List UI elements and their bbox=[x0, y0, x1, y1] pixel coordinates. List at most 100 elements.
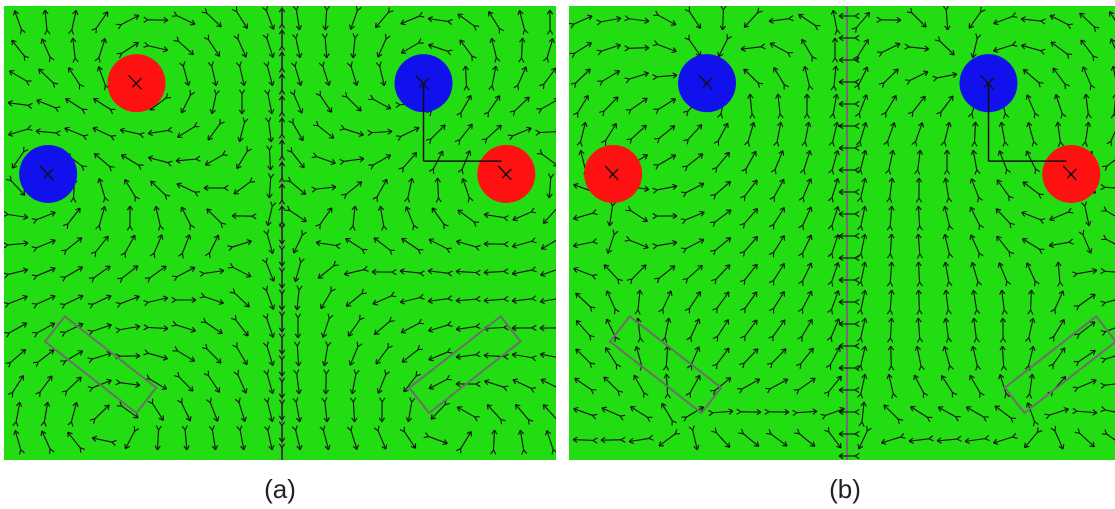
field-arrow bbox=[427, 15, 453, 26]
field-arrow bbox=[400, 11, 425, 26]
field-arrow bbox=[60, 266, 84, 282]
field-arrow bbox=[998, 374, 1011, 399]
divider-arrow bbox=[838, 188, 860, 196]
field-arrow bbox=[206, 397, 220, 422]
field-arrow bbox=[876, 42, 901, 57]
divider-arrow bbox=[278, 377, 286, 399]
field-arrow bbox=[488, 65, 499, 91]
field-arrow bbox=[915, 317, 924, 343]
field-arrow bbox=[540, 239, 556, 250]
divider-arrow bbox=[278, 267, 286, 289]
field-arrow bbox=[661, 402, 677, 426]
field-arrow bbox=[456, 406, 480, 422]
divider-arrow bbox=[278, 139, 286, 161]
field-arrow bbox=[798, 206, 813, 231]
field-arrow bbox=[878, 68, 899, 88]
field-arrow bbox=[688, 425, 700, 451]
field-arrow bbox=[943, 317, 953, 343]
divider-arrow bbox=[838, 210, 860, 218]
field-arrow bbox=[683, 124, 703, 145]
field-arrow bbox=[709, 209, 732, 227]
field-arrow bbox=[4, 210, 29, 221]
field-arrow bbox=[507, 126, 532, 141]
field-arrow bbox=[575, 348, 596, 368]
field-arrow bbox=[712, 347, 730, 370]
field-arrow bbox=[11, 146, 29, 169]
divider-arrow bbox=[838, 56, 860, 64]
field-arrow bbox=[797, 290, 813, 314]
field-arrow bbox=[372, 178, 388, 202]
field-arrow bbox=[997, 262, 1012, 287]
field-arrow bbox=[942, 261, 953, 287]
field-arrow bbox=[346, 425, 359, 450]
field-arrow bbox=[62, 207, 81, 229]
field-arrow bbox=[93, 98, 116, 115]
field-arrow bbox=[428, 321, 453, 333]
field-arrow bbox=[765, 378, 789, 394]
field-arrow bbox=[399, 426, 417, 449]
field-arrow bbox=[264, 89, 275, 115]
field-arrow bbox=[398, 151, 418, 173]
field-arrow bbox=[35, 375, 53, 398]
field-arrow bbox=[997, 150, 1011, 175]
field-arrow bbox=[207, 61, 219, 87]
field-arrow bbox=[684, 34, 702, 57]
field-arrow bbox=[1050, 425, 1065, 450]
field-arrow bbox=[829, 93, 840, 119]
divider-arrow bbox=[838, 342, 860, 350]
field-arrow bbox=[768, 263, 785, 286]
field-arrow bbox=[178, 234, 192, 259]
field-arrow bbox=[67, 431, 86, 453]
field-arrow bbox=[347, 314, 365, 337]
field-arrow bbox=[172, 266, 196, 282]
field-arrow bbox=[887, 345, 895, 371]
field-arrow bbox=[322, 369, 330, 395]
field-background bbox=[4, 6, 556, 460]
field-arrow bbox=[484, 379, 509, 392]
field-arrow bbox=[685, 374, 701, 398]
divider-arrow bbox=[278, 311, 286, 333]
field-arrow bbox=[8, 124, 33, 137]
field-arrow bbox=[401, 237, 424, 255]
field-arrow bbox=[1072, 378, 1097, 393]
field-arrow bbox=[350, 33, 359, 59]
field-arrow bbox=[570, 68, 591, 88]
field-arrow bbox=[574, 377, 597, 395]
caption-b: (b) bbox=[829, 474, 861, 504]
divider-arrow bbox=[278, 95, 286, 117]
field-arrow bbox=[907, 95, 926, 117]
field-arrow bbox=[261, 257, 276, 282]
field-arrow bbox=[993, 40, 1018, 53]
divider-arrow bbox=[278, 205, 286, 227]
field-arrow bbox=[684, 291, 702, 314]
field-arrow bbox=[294, 341, 302, 367]
field-arrow bbox=[943, 149, 951, 175]
field-arrow bbox=[915, 261, 923, 287]
field-arrow bbox=[569, 14, 593, 29]
field-arrow bbox=[744, 121, 756, 147]
field-arrow bbox=[911, 122, 925, 147]
field-arrow bbox=[425, 124, 446, 145]
divider-arrow bbox=[838, 232, 860, 240]
field-arrow bbox=[969, 206, 984, 230]
field-arrow bbox=[455, 322, 481, 333]
field-arrow bbox=[87, 378, 112, 393]
field-arrow bbox=[286, 147, 305, 169]
field-arrow bbox=[1109, 38, 1115, 50]
slot-right bbox=[1003, 314, 1115, 415]
field-arrow bbox=[1101, 206, 1115, 217]
field-arrow bbox=[681, 238, 705, 254]
field-arrow bbox=[61, 376, 82, 396]
field-arrow bbox=[739, 235, 759, 257]
field-arrow bbox=[798, 13, 821, 31]
divider-arrow bbox=[278, 289, 286, 311]
field-arrow bbox=[1025, 150, 1040, 174]
divider-arrows bbox=[838, 12, 860, 460]
field-arrow bbox=[120, 154, 144, 170]
field-arrow bbox=[457, 209, 480, 227]
field-arrow bbox=[116, 41, 139, 59]
field-arrow bbox=[942, 233, 954, 259]
field-arrow bbox=[31, 210, 56, 224]
field-arrow bbox=[227, 239, 252, 252]
field-arrow bbox=[795, 347, 814, 369]
